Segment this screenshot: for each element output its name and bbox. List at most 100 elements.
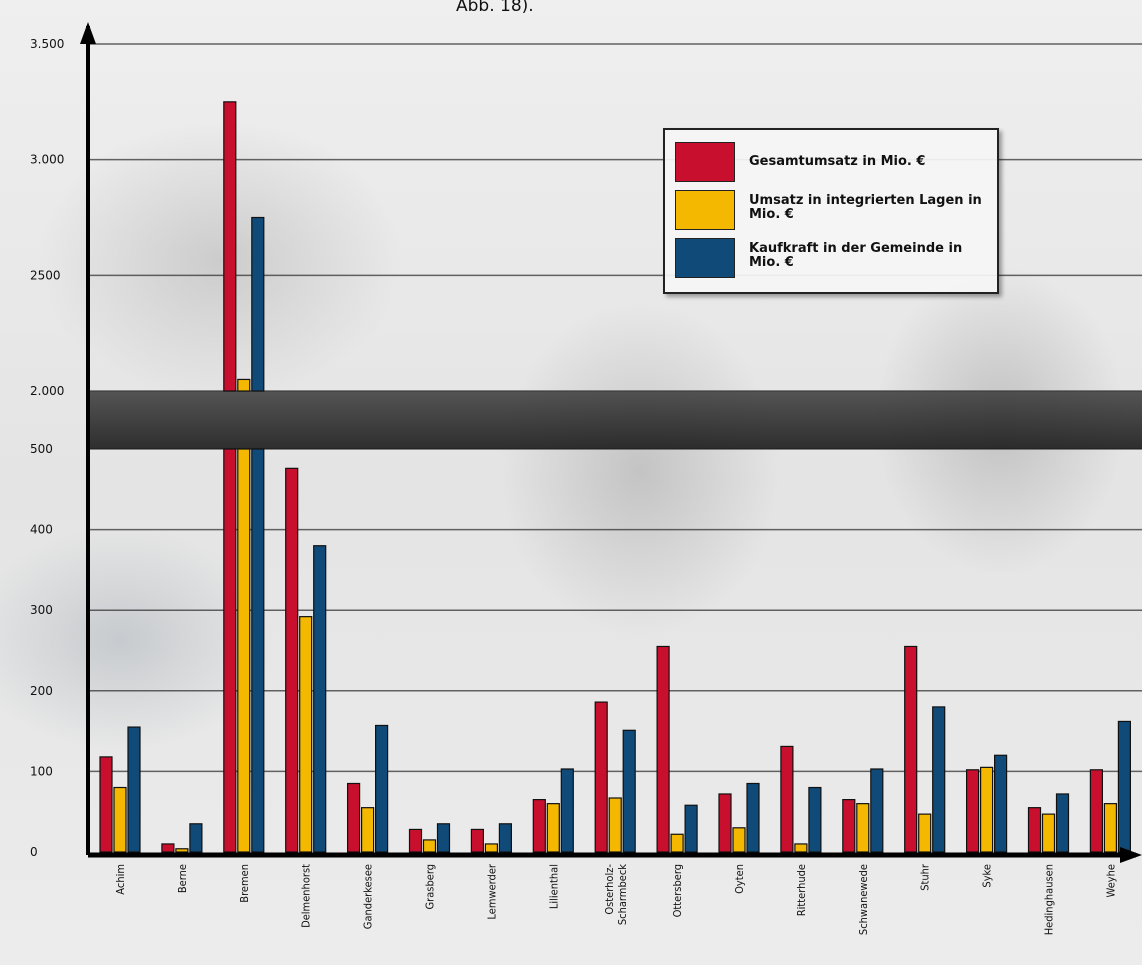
- bar: [780, 745, 794, 853]
- bar: [99, 756, 113, 853]
- bar: [993, 754, 1008, 853]
- bar-upper-segment: [251, 216, 265, 392]
- bar-lower-segment: [223, 448, 237, 853]
- bar: [684, 804, 698, 853]
- bar: [870, 768, 884, 853]
- y-tick-label: 400: [30, 523, 53, 537]
- bar: [313, 545, 327, 853]
- bar: [1055, 793, 1070, 853]
- bar: [113, 786, 127, 853]
- bar: [161, 843, 175, 853]
- legend-item-umsatz-integriert: Umsatz in integrierten Lagen in Mio. €: [675, 190, 995, 230]
- x-tick-label: Hedinghausen: [1043, 864, 1056, 935]
- bar: [189, 823, 203, 853]
- x-tick-label: Schwanewede: [857, 864, 870, 935]
- svg-text:Lilienthal: Lilienthal: [547, 864, 560, 909]
- bar: [670, 833, 684, 853]
- bar: [175, 848, 189, 853]
- bar: [979, 766, 994, 853]
- bar-lower-segment: [251, 448, 265, 853]
- x-tick-label: Lemwerder: [485, 863, 498, 919]
- legend-item-kaufkraft: Kaufkraft in der Gemeinde in Mio. €: [675, 238, 995, 278]
- bar: [127, 726, 141, 853]
- bar: [594, 701, 608, 853]
- svg-text:Grasberg: Grasberg: [424, 864, 437, 910]
- y-tick-label: 200: [30, 684, 53, 698]
- bar-lower-segment: [237, 448, 251, 853]
- bar: [965, 769, 980, 853]
- x-tick-label: Osterholz-Scharmbeck: [603, 864, 629, 926]
- bar: [808, 786, 822, 853]
- svg-text:Osterholz-Scharmbeck: Osterholz-Scharmbeck: [603, 864, 629, 926]
- bar: [918, 813, 932, 853]
- svg-text:Lemwerder: Lemwerder: [485, 863, 498, 919]
- bar: [608, 797, 622, 853]
- y-tick-label: 3.000: [30, 153, 64, 167]
- x-tick-label: Weyhe: [1104, 864, 1117, 897]
- bar: [842, 799, 856, 853]
- x-tick-label: Oyten: [733, 864, 746, 894]
- y-tick-label: 3.500: [30, 37, 64, 51]
- svg-text:Ritterhude: Ritterhude: [795, 864, 808, 916]
- bar-upper-segment: [223, 101, 237, 392]
- bar: [1027, 807, 1042, 853]
- bar: [546, 803, 560, 853]
- bar: [1041, 813, 1056, 853]
- svg-text:Weyhe: Weyhe: [1104, 864, 1117, 897]
- x-tick-label: Grasberg: [424, 864, 437, 910]
- legend-item-gesamtumsatz: Gesamtumsatz in Mio. €: [675, 142, 995, 182]
- svg-text:Schwanewede: Schwanewede: [857, 864, 870, 935]
- svg-text:Delmenhorst: Delmenhorst: [300, 864, 313, 928]
- y-tick-label: 2500: [30, 268, 61, 282]
- bar: [1089, 769, 1104, 853]
- bar-upper-segment: [237, 378, 251, 392]
- x-tick-label: Achim: [114, 864, 127, 895]
- bar: [285, 467, 299, 853]
- bars-group: [99, 101, 1132, 853]
- bar: [375, 724, 389, 853]
- x-tick-label: Ganderkesee: [362, 864, 375, 929]
- axis-break-band: [88, 391, 1142, 449]
- legend-label: Kaufkraft in der Gemeinde in Mio. €: [749, 241, 963, 270]
- bar: [436, 823, 451, 853]
- x-tick-label: Syke: [981, 864, 994, 888]
- bar: [560, 768, 574, 853]
- legend-swatch-yellow: [675, 190, 735, 230]
- svg-text:Berne: Berne: [176, 864, 189, 893]
- y-tick-label: 500: [30, 442, 53, 456]
- bar: [746, 782, 760, 853]
- bar: [732, 827, 746, 853]
- bar: [470, 828, 484, 853]
- y-tick-label: 100: [30, 764, 53, 778]
- y-tick-label: 0: [30, 845, 38, 859]
- x-axis-arrow-icon: [1120, 847, 1142, 863]
- bar: [484, 843, 498, 853]
- bar: [422, 839, 437, 853]
- x-tick-labels: Achim Berne Bremen Delmenhorst Ganderkesee Gr…: [114, 863, 1117, 935]
- svg-text:Ganderkesee: Ganderkesee: [362, 864, 375, 929]
- y-tick-label: 300: [30, 603, 53, 617]
- bar: [932, 706, 946, 853]
- x-tick-label: Lilienthal: [547, 864, 560, 909]
- bar: [299, 616, 313, 853]
- bar: [347, 782, 361, 853]
- bar: [532, 799, 546, 853]
- bar: [361, 807, 375, 853]
- bar: [856, 803, 870, 853]
- svg-text:Stuhr: Stuhr: [919, 863, 932, 891]
- y-tick-labels: 0 100 200 300 400 500 2.000 2500 3.000 3.500: [30, 37, 64, 859]
- bar: [1117, 720, 1132, 853]
- bar: [656, 645, 670, 853]
- x-tick-label: Bremen: [238, 864, 251, 903]
- bar: [1103, 803, 1118, 853]
- y-axis-arrow-icon: [80, 22, 96, 44]
- x-tick-label: Delmenhorst: [300, 864, 313, 928]
- svg-text:Hedinghausen: Hedinghausen: [1043, 864, 1056, 935]
- figure-caption-fragment: Abb. 18).: [456, 0, 534, 16]
- svg-text:Bremen: Bremen: [238, 864, 251, 903]
- chart-legend: Gesamtumsatz in Mio. € Umsatz in integri…: [663, 128, 999, 294]
- svg-text:Oyten: Oyten: [733, 864, 746, 894]
- bar: [718, 793, 732, 853]
- svg-text:Achim: Achim: [114, 864, 127, 895]
- bar: [794, 843, 808, 853]
